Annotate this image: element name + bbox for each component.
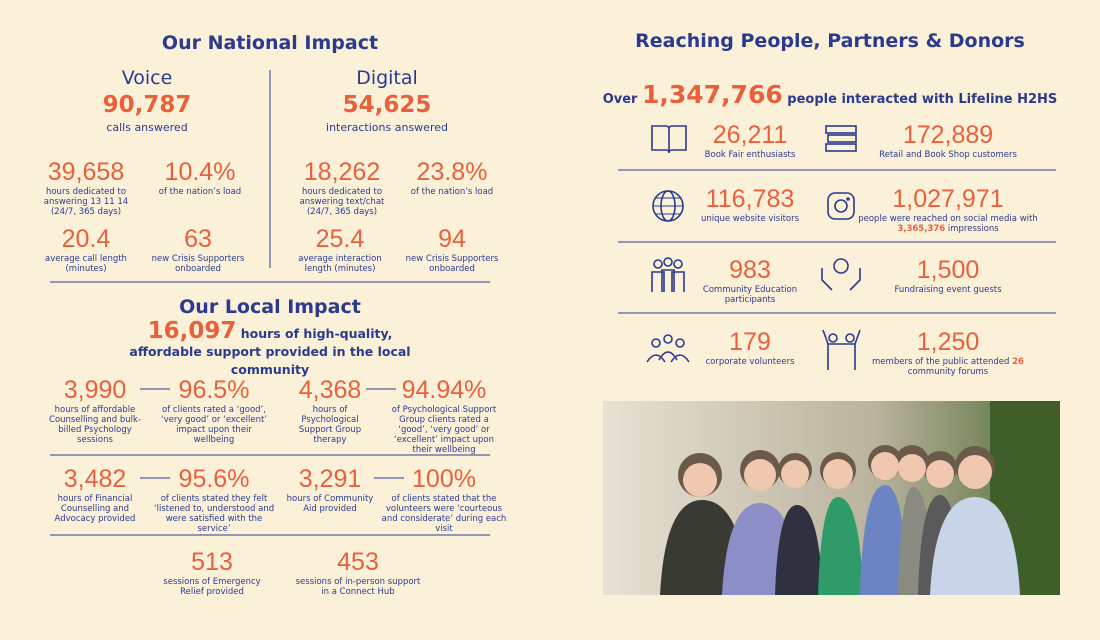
- stat-label: hours dedicated to answering 13 11 14 (2…: [43, 187, 129, 217]
- stat-label: sessions of Emergency Relief provided: [163, 577, 261, 597]
- stat-label: of clients rated a ‘good’, ‘very good’ o…: [160, 405, 268, 445]
- group-icon: [651, 257, 685, 292]
- stat-label: hours of Community Aid provided: [286, 494, 374, 514]
- book-icon: [651, 125, 687, 154]
- stat-value: 4,368: [298, 376, 362, 404]
- stat-value: 94: [438, 225, 466, 253]
- stat-label: of clients stated that the volunteers we…: [381, 494, 507, 534]
- stat-value: 25.4: [315, 225, 365, 253]
- summary-text: Over: [602, 92, 638, 107]
- headline-value: 16,097: [147, 318, 237, 344]
- stat-value: 63: [184, 225, 212, 253]
- stat-value: 23.8%: [416, 158, 488, 186]
- stat-value: 18,262: [303, 158, 381, 186]
- label-text: community forums: [907, 367, 989, 377]
- channel-total: 90,787: [102, 92, 192, 118]
- stat-label: people were reached on social media with…: [858, 214, 1038, 234]
- photo: [603, 401, 1060, 595]
- stat-value: 20.4: [61, 225, 111, 253]
- stat-value: 453: [337, 548, 379, 576]
- section-title: Reaching People, Partners & Donors: [635, 30, 1025, 52]
- stat-label: sessions of in-person support in a Conne…: [295, 577, 421, 597]
- channel-total: 54,625: [342, 92, 432, 118]
- stat-value: 3,990: [63, 376, 127, 404]
- stat-label: hours dedicated to answering text/chat (…: [299, 187, 385, 217]
- stat-label: of the nation’s load: [410, 187, 494, 197]
- stat-label: Book Fair enthusiasts: [704, 150, 796, 160]
- stat-value: 513: [191, 548, 233, 576]
- summary-value: 1,347,766: [641, 80, 783, 109]
- channel-caption: calls answered: [106, 121, 188, 134]
- forum-icon: [822, 329, 861, 370]
- stat-label: hours of Financial Counselling and Advoc…: [54, 494, 136, 524]
- stat-label: corporate volunteers: [705, 357, 795, 367]
- stat-value: 3,291: [298, 465, 362, 493]
- stat-value: 1,027,971: [892, 185, 1004, 213]
- globe-icon: [652, 190, 684, 222]
- books-icon: [825, 125, 857, 152]
- stat-label: new Crisis Supporters onboarded: [151, 254, 245, 274]
- channel-caption: interactions answered: [326, 121, 448, 134]
- stat-label: average interaction length (minutes): [298, 254, 382, 274]
- stat-value: 10.4%: [164, 158, 236, 186]
- label-highlight: 26: [1012, 357, 1024, 367]
- instagram-icon: [827, 192, 855, 220]
- stat-label: new Crisis Supporters onboarded: [405, 254, 499, 274]
- stat-label: average call length (minutes): [45, 254, 127, 274]
- stat-label: of clients stated they felt ‘listened to…: [153, 494, 275, 534]
- stat-value: 179: [729, 328, 771, 356]
- stat-label: Retail and Book Shop customers: [879, 150, 1017, 160]
- label-text: impressions: [947, 224, 999, 234]
- channel-heading: Voice: [121, 67, 173, 89]
- stat-value: 94.94%: [401, 376, 487, 404]
- stat-value: 172,889: [902, 121, 994, 149]
- people-icon: [646, 334, 690, 363]
- stat-value: 1,250: [916, 328, 980, 356]
- section-title: Our Local Impact: [179, 296, 361, 318]
- stat-value: 100%: [412, 465, 476, 493]
- stat-label: unique website visitors: [700, 214, 800, 224]
- label-highlight: 3,365,376: [897, 224, 946, 234]
- stat-label: members of the public attended 26 commun…: [858, 357, 1038, 377]
- stat-value: 1,500: [916, 256, 980, 284]
- stat-label: hours of affordable Counselling and bulk…: [49, 405, 141, 445]
- stat-label: of Psychological Support Group clients r…: [391, 405, 497, 455]
- channel-heading: Digital: [356, 67, 418, 89]
- stat-label: Community Education participants: [702, 285, 798, 305]
- label-text: members of the public attended: [872, 357, 1010, 367]
- section-title: Our National Impact: [161, 32, 379, 54]
- stat-label: of the nation’s load: [158, 187, 242, 197]
- stat-value: 116,783: [705, 185, 795, 213]
- stat-value: 983: [729, 256, 771, 284]
- stat-value: 39,658: [47, 158, 125, 186]
- stat-value: 95.6%: [178, 465, 250, 493]
- reach-summary: Over 1,347,766 people interacted with Li…: [600, 80, 1060, 109]
- stat-value: 96.5%: [178, 376, 250, 404]
- stat-value: 3,482: [63, 465, 127, 493]
- donation-icon: [821, 258, 861, 291]
- stat-label: hours of Psychological Support Group the…: [298, 405, 362, 445]
- headline-text: hours of high-quality, affordable suppor…: [129, 326, 411, 377]
- stat-label: Fundraising event guests: [894, 285, 1002, 295]
- summary-text: people interacted with Lifeline H2HS: [787, 92, 1058, 107]
- label-text: people were reached on social media with: [858, 214, 1038, 224]
- stat-value: 26,211: [712, 121, 788, 149]
- local-headline: 16,097 hours of high-quality, affordable…: [110, 320, 430, 379]
